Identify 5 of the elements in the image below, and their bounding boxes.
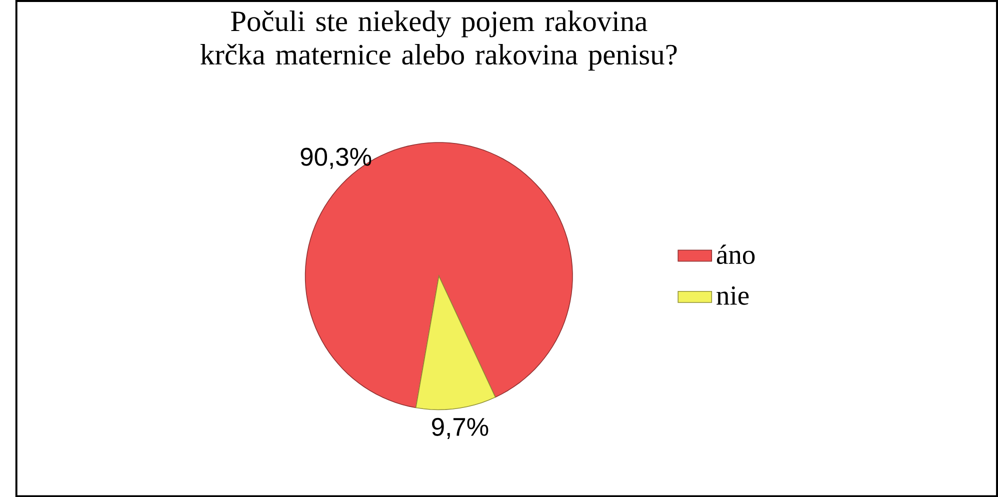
data-label: 9,7% [432, 418, 488, 439]
legend-label: áno [716, 244, 755, 264]
chart-title: Počuli ste niekedy pojem rakovina krčka maternice alebo rakovina penisu? [200, 10, 677, 71]
data-label: 90,3% [300, 148, 372, 169]
legend-label: nie [716, 286, 749, 305]
